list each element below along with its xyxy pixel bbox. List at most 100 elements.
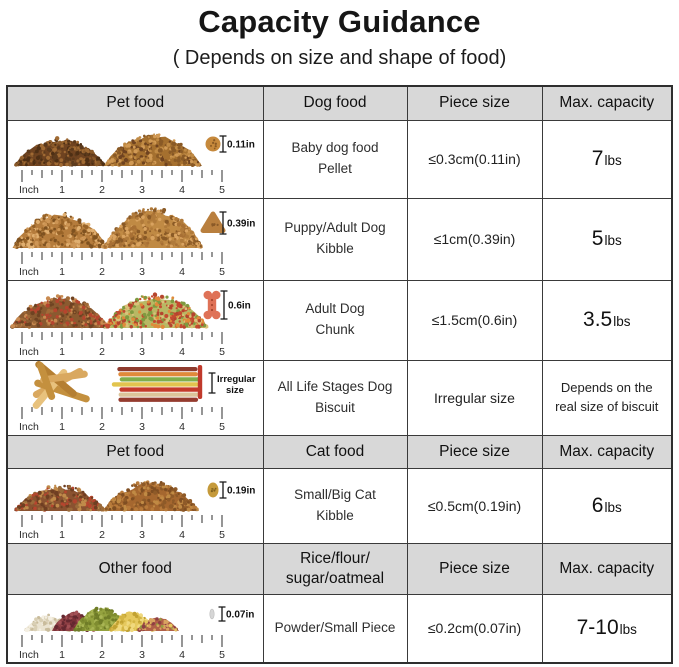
header-rice-flour: Rice/flour/ sugar/oatmeal bbox=[262, 542, 408, 595]
food-name-line: Kibble bbox=[316, 507, 354, 523]
page-subtitle: ( Depends on size and shape of food) bbox=[172, 47, 507, 69]
chunk-food-illustration: 0.6in Inch 1 2 3 4 5 bbox=[10, 290, 251, 358]
capacity-number: 6 bbox=[591, 493, 604, 517]
svg-text:3: 3 bbox=[139, 184, 145, 196]
capacity-unit: lbs bbox=[604, 153, 622, 168]
header-line: sugar/oatmeal bbox=[285, 569, 385, 587]
table-row-kibble: 0.39in Inch 1 2 3 4 5 Puppy/Adult Dog Kibble ≤… bbox=[6, 197, 673, 281]
capacity-value: 7lbs bbox=[541, 119, 673, 199]
svg-text:0.39in: 0.39in bbox=[227, 219, 255, 230]
food-name-line: Powder/Small Piece bbox=[274, 619, 396, 635]
header-max-capacity-3: Max. capacity bbox=[541, 542, 673, 595]
food-name-line: Chunk bbox=[315, 322, 355, 337]
capacity-number: 7-10 bbox=[576, 616, 619, 640]
header-cat-food: Cat food bbox=[262, 434, 408, 469]
svg-text:5: 5 bbox=[219, 184, 225, 196]
header-pet-food-1: Pet food bbox=[6, 85, 264, 121]
svg-text:Inch: Inch bbox=[19, 529, 39, 541]
svg-text:1: 1 bbox=[59, 346, 65, 358]
piece-size-value: Irregular size bbox=[406, 359, 543, 436]
svg-text:2: 2 bbox=[99, 649, 105, 661]
svg-text:5: 5 bbox=[219, 529, 225, 541]
header-row-cat: Pet food Cat food Piece size Max. capaci… bbox=[6, 434, 673, 469]
food-name: Adult Dog Chunk bbox=[262, 279, 408, 361]
svg-text:1: 1 bbox=[59, 529, 65, 541]
food-name-line: Pellet bbox=[318, 161, 352, 176]
capacity-number: 7 bbox=[591, 147, 604, 170]
header-piece-size-1: Piece size bbox=[406, 85, 543, 121]
svg-text:4: 4 bbox=[179, 649, 185, 661]
svg-text:4: 4 bbox=[179, 266, 185, 278]
svg-text:3: 3 bbox=[139, 649, 145, 661]
capacity-table: Pet food Dog food Piece size Max. capaci… bbox=[6, 85, 673, 664]
capacity-note-line: Depends on the bbox=[560, 379, 653, 395]
svg-text:4: 4 bbox=[179, 184, 185, 196]
food-name: Powder/Small Piece bbox=[262, 593, 408, 664]
table-row-powder: 0.07in Inch 1 2 3 4 5 Powder/Small Piece ≤0.2c… bbox=[6, 593, 673, 664]
capacity-value: 7-10lbs bbox=[541, 593, 673, 664]
header-piece-size-2: Piece size bbox=[406, 434, 543, 469]
svg-text:0.6in: 0.6in bbox=[228, 301, 251, 312]
header-pet-food-2: Pet food bbox=[6, 434, 264, 469]
svg-text:Inch: Inch bbox=[19, 346, 39, 358]
food-name: Baby dog food Pellet bbox=[262, 119, 408, 199]
svg-text:2: 2 bbox=[99, 421, 105, 433]
svg-text:1: 1 bbox=[59, 421, 65, 433]
svg-text:3: 3 bbox=[139, 266, 145, 278]
piece-size-value: ≤0.3cm(0.11in) bbox=[406, 119, 543, 199]
capacity-unit: lbs bbox=[613, 314, 631, 329]
capacity-value: 6lbs bbox=[541, 467, 673, 544]
header-piece-size-3: Piece size bbox=[406, 542, 543, 595]
svg-text:Inch: Inch bbox=[19, 649, 39, 661]
header-row-dog: Pet food Dog food Piece size Max. capaci… bbox=[6, 85, 673, 121]
table-row-pellet: 0.11in Inch 1 2 3 4 5 Baby dog food Pellet ≤0.… bbox=[6, 119, 673, 199]
svg-text:2: 2 bbox=[99, 266, 105, 278]
capacity-note-line: real size of biscuit bbox=[555, 398, 659, 414]
svg-text:Inch: Inch bbox=[19, 421, 39, 433]
svg-text:0.11in: 0.11in bbox=[227, 140, 255, 151]
header-row-other: Other food Rice/flour/ sugar/oatmeal Pie… bbox=[6, 542, 673, 595]
pellet-food-illustration: 0.11in Inch 1 2 3 4 5 bbox=[14, 133, 255, 196]
svg-text:3: 3 bbox=[139, 421, 145, 433]
food-name-line: Baby dog food bbox=[291, 140, 379, 156]
capacity-number: 5 bbox=[591, 227, 604, 250]
svg-text:3: 3 bbox=[139, 529, 145, 541]
capacity-unit: lbs bbox=[604, 233, 622, 248]
capacity-value: 3.5lbs bbox=[541, 279, 673, 361]
food-name-line: Puppy/Adult Dog bbox=[284, 220, 386, 236]
piece-size-value: ≤0.2cm(0.07in) bbox=[406, 593, 543, 664]
svg-text:1: 1 bbox=[59, 184, 65, 196]
header-max-capacity-1: Max. capacity bbox=[541, 85, 673, 121]
table-row-cat-kibble: 0.19in Inch 1 2 3 4 5 Small/Big Cat Kibble ≤0.… bbox=[6, 467, 673, 544]
page-title: Capacity Guidance bbox=[198, 4, 481, 39]
table-row-chunk: 0.6in Inch 1 2 3 4 5 Adult Dog Chunk ≤1.5cm(0.… bbox=[6, 279, 673, 361]
svg-text:1: 1 bbox=[59, 649, 65, 661]
header-dog-food: Dog food bbox=[262, 85, 408, 121]
svg-text:1: 1 bbox=[59, 266, 65, 278]
header-max-capacity-2: Max. capacity bbox=[541, 434, 673, 469]
food-name: All Life Stages Dog Biscuit bbox=[262, 359, 408, 436]
header-line: Rice/flour/ bbox=[300, 550, 370, 568]
piece-size-value: ≤1cm(0.39in) bbox=[406, 197, 543, 281]
capacity-number: 3.5 bbox=[583, 308, 613, 331]
piece-size-value: ≤1.5cm(0.6in) bbox=[406, 279, 543, 361]
svg-text:5: 5 bbox=[219, 649, 225, 661]
svg-text:0.07in: 0.07in bbox=[226, 609, 254, 620]
capacity-unit: lbs bbox=[619, 622, 637, 638]
svg-text:4: 4 bbox=[179, 529, 185, 541]
capacity-value: Depends on the real size of biscuit bbox=[541, 359, 673, 436]
table-row-biscuit: Irregular size Inch 1 2 3 4 5 All Life Stages D… bbox=[6, 359, 673, 436]
food-name-line: Biscuit bbox=[315, 399, 355, 415]
svg-text:3: 3 bbox=[139, 346, 145, 358]
grain-food-illustration: 0.07in Inch 1 2 3 4 5 bbox=[19, 606, 254, 661]
svg-text:2: 2 bbox=[99, 346, 105, 358]
svg-text:5: 5 bbox=[219, 421, 225, 433]
header-other-food: Other food bbox=[6, 542, 264, 595]
svg-text:size: size bbox=[226, 385, 244, 396]
svg-text:Irregular: Irregular bbox=[217, 374, 256, 385]
svg-text:4: 4 bbox=[179, 421, 185, 433]
svg-text:5: 5 bbox=[219, 266, 225, 278]
food-name: Small/Big Cat Kibble bbox=[262, 467, 408, 544]
